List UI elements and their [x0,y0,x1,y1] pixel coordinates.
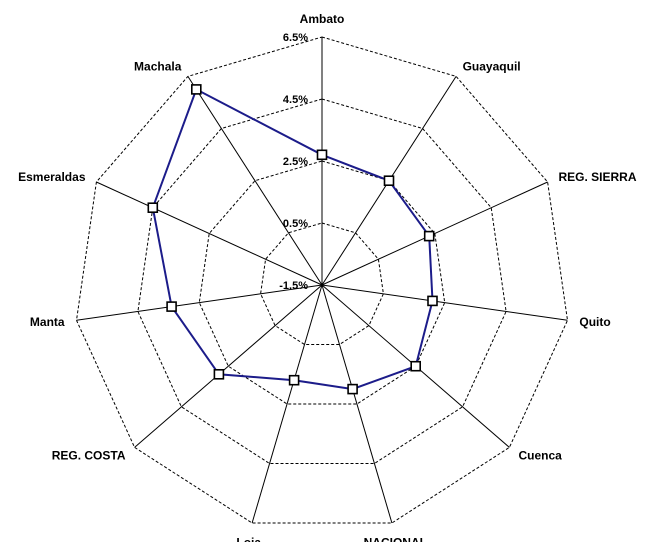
category-label: Loja [236,536,261,542]
tick-label: 6.5% [283,32,308,44]
category-label: Quito [579,315,610,329]
grid-ring-1 [137,98,507,464]
category-label: Manta [30,315,65,329]
axis-spoke-9 [96,181,323,286]
data-point-reg-sierra [423,230,435,242]
data-point-esmeraldas [147,202,159,213]
data-point-manta [166,301,177,312]
data-point-guayaquil [383,175,395,186]
grid-layer [75,36,569,524]
series-layer [147,84,438,395]
axis-layer [76,37,568,524]
category-label: Cuenca [519,448,563,462]
data-point-ambato [316,149,328,161]
tick-label: -1.5% [279,280,308,292]
tick-label: 0.5% [283,218,308,230]
data-point-quito [427,295,438,307]
series-line-0 [151,87,434,391]
axis-spoke-2 [321,181,548,286]
axis-spoke-10 [187,76,323,286]
data-point-reg-costa [213,368,225,380]
data-point-cuenca [410,360,422,372]
tick-label: 4.5% [283,94,308,106]
axis-spoke-5 [321,284,393,524]
category-label: REG. SIERRA [559,170,637,184]
axis-spoke-7 [134,284,323,448]
data-point-loja [288,374,300,386]
axis-spoke-3 [321,284,568,321]
axis-spoke-8 [76,284,323,321]
grid-ring-0 [75,36,569,524]
data-point-machala [191,84,202,95]
grid-ring-2 [198,160,446,405]
category-label-layer: Ambato Guayaquil REG. SIERRA Quito Cuenca NAC… [18,12,637,542]
tick-label-layer: 6.5% 4.5% 2.5% 0.5% -1.5% [279,32,308,292]
axis-spoke-6 [251,284,323,524]
data-point-nacional [347,383,358,395]
grid-ring-3 [260,222,384,345]
category-label: REG. COSTA [52,448,126,462]
category-label: Machala [134,59,182,73]
category-label: Ambato [300,12,345,26]
category-label: NACIONAL [364,536,427,542]
tick-label: 2.5% [283,156,308,168]
category-label: Esmeraldas [18,170,86,184]
category-label: Guayaquil [463,59,521,73]
